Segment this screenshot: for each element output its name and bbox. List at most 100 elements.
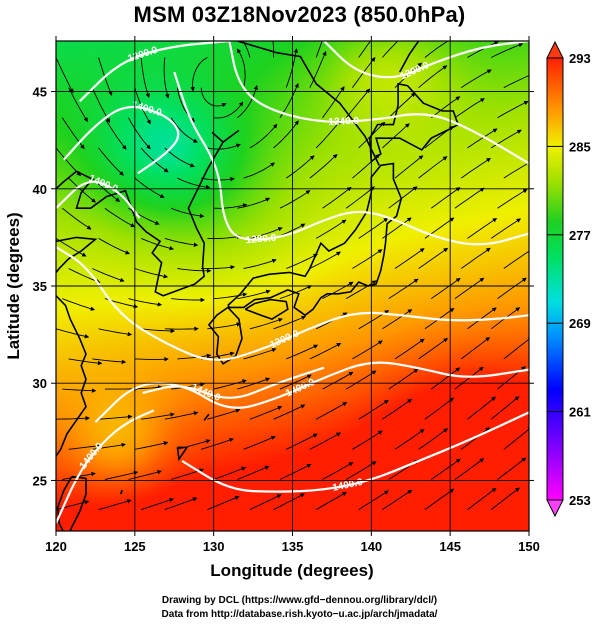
colorbar-tick-label: 261 [569,405,591,420]
contour-line [323,41,529,79]
streamline [207,234,242,240]
streamline [467,128,498,149]
streamline [430,367,461,390]
streamline [286,253,319,269]
streamline [62,298,96,311]
x-tick-label: 135 [282,539,304,554]
streamline [430,277,461,299]
streamline [243,435,276,450]
streamline [424,41,455,58]
streamline [207,408,241,420]
grid-lines [56,41,529,531]
streamline [322,186,352,209]
streamline [104,470,139,480]
streamline [170,117,198,143]
streamline [68,268,101,284]
streamline [98,499,132,511]
streamline [56,57,74,94]
streamline [430,458,461,480]
streamline [128,117,151,150]
streamline [201,176,235,182]
contour-line [142,366,325,399]
coastline [368,82,460,163]
streamline [237,48,246,88]
streamline [388,92,416,119]
credit-data: Data from http://database.rish.kyoto−u.a… [161,609,438,620]
streamline [394,248,425,269]
streamline [98,238,131,255]
colorbar-tick-label: 269 [569,316,591,331]
streamline [309,153,338,179]
streamline [68,177,96,203]
streamline [190,57,208,92]
streamline [352,249,383,269]
streamline [200,437,234,450]
contour-line [173,71,529,246]
colorbar-bottom-arrow [546,499,564,518]
streamline [309,251,341,269]
streamline [134,357,169,362]
streamline [358,217,389,239]
streamline [177,353,212,360]
streamline [394,338,425,360]
colorbar-tick-labels: 293 285 277 269 261 253 [569,51,591,508]
streamline [418,337,449,360]
streamline [279,190,311,209]
streamline [467,217,498,239]
streamline [164,237,199,247]
streamline [454,366,484,390]
streamline [92,358,127,365]
streamline [352,340,383,360]
streamline [272,41,275,58]
colorbar: 293 285 277 269 261 253 [546,40,591,518]
coastline [237,41,380,166]
y-axis-label: Latitude (degrees) [4,212,23,359]
x-axis-label: Longitude (degrees) [210,561,373,580]
streamline [279,374,312,390]
contour-line [78,41,230,103]
streamline [322,371,354,390]
streamline [309,50,327,88]
streamline [171,297,206,303]
streamline [249,227,283,239]
streamline [237,289,271,300]
streamline [315,402,348,420]
streamline [237,465,270,480]
streamline [454,458,485,480]
streamline [140,497,174,511]
streamline [213,292,248,300]
streamline [249,123,278,149]
coastline [56,475,87,531]
streamline [382,41,399,58]
contour-line [56,246,529,361]
streamline [141,328,176,334]
streamline [460,69,492,89]
streamline [286,344,319,360]
streamline [104,117,127,150]
streamline [141,412,175,420]
streamline [68,358,103,366]
y-tick-label: 30 [33,376,47,391]
streamline [134,441,169,450]
streamline [382,309,413,330]
streamline [460,427,491,450]
streamline [497,457,527,480]
streamline [68,87,88,123]
streamline [418,65,448,89]
streamline [382,217,412,239]
streamline [454,98,485,119]
x-tick-label: 145 [439,539,461,554]
streamline [140,57,150,98]
streamline [249,317,283,330]
streamline [98,414,133,420]
streamline [68,443,103,450]
coastline [56,129,240,297]
streamline [242,41,251,58]
streamline [164,147,195,168]
streamline [98,328,133,337]
streamline [56,328,90,339]
streamline [207,495,240,511]
streamline [249,494,282,511]
streamline [394,155,424,179]
